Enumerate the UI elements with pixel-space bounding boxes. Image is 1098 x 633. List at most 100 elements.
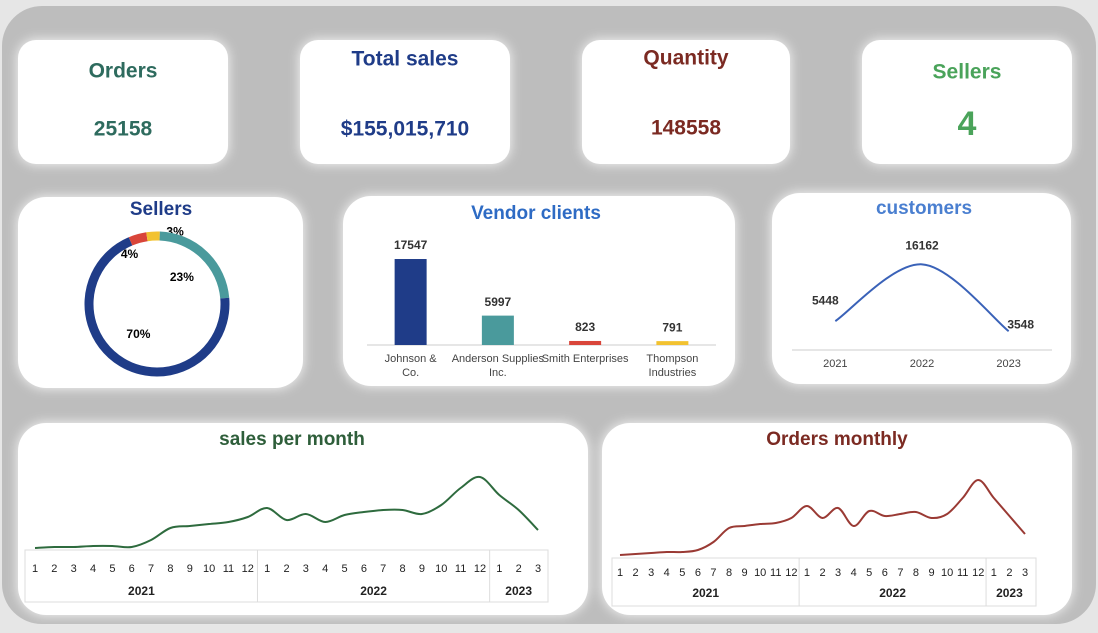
x-tick-label: 9 <box>419 563 425 575</box>
x-tick-label: 6 <box>129 563 135 575</box>
chart-title: sales per month <box>219 429 365 450</box>
chart-title: Vendor clients <box>471 203 601 224</box>
data-label: 5448 <box>812 293 839 307</box>
x-tick-label: 1 <box>496 563 502 575</box>
x-tick-label: 10 <box>203 563 215 575</box>
x-tick-label: 4 <box>322 563 328 575</box>
kpi-value: 148558 <box>651 117 721 140</box>
x-tick-label: Anderson Supplies Inc. <box>452 353 545 379</box>
x-group-label: 2023 <box>996 586 1023 600</box>
x-tick-label: 3 <box>303 563 309 575</box>
donut-slice <box>146 231 160 242</box>
x-tick-label: 3 <box>648 567 654 579</box>
x-tick-label: 11 <box>957 567 968 579</box>
chart-card <box>18 197 303 388</box>
x-group-label: 2022 <box>360 584 387 598</box>
x-tick-label: 6 <box>695 567 701 579</box>
x-tick-label: Thompson Industries <box>646 353 698 379</box>
x-group-label: 2023 <box>505 584 532 598</box>
x-tick-label: 11 <box>770 567 781 579</box>
x-tick-label: 1 <box>617 567 623 579</box>
bar <box>569 340 602 345</box>
x-tick-label: 5 <box>109 563 115 575</box>
x-tick-label: 1 <box>804 567 810 579</box>
kpi-card <box>862 40 1072 164</box>
x-tick-label: 1 <box>991 567 997 579</box>
chart-card <box>18 423 588 615</box>
x-tick-label: 3 <box>1022 567 1028 579</box>
data-label: 5997 <box>485 295 512 309</box>
x-tick-label: 7 <box>710 567 716 579</box>
data-label: 4% <box>121 247 139 261</box>
x-tick-label: 11 <box>223 563 234 575</box>
x-tick-label: 2022 <box>910 358 934 370</box>
x-tick-label: 7 <box>148 563 154 575</box>
x-tick-label: 12 <box>242 563 254 575</box>
kpi-label: Total sales <box>352 48 459 71</box>
x-tick-label: 8 <box>913 567 919 579</box>
line <box>834 263 1010 332</box>
data-label: 791 <box>662 320 682 334</box>
chart-card <box>772 193 1071 384</box>
x-tick-label: 10 <box>941 567 953 579</box>
chart-title: customers <box>876 198 972 219</box>
x-group-label: 2021 <box>128 584 155 598</box>
data-label: 823 <box>575 320 595 334</box>
bar <box>656 341 689 345</box>
x-tick-label: 2 <box>51 563 57 575</box>
x-tick-label: 2 <box>283 563 289 575</box>
chart-title: Orders monthly <box>766 429 908 450</box>
kpi-value: 25158 <box>94 118 153 141</box>
line <box>619 478 1026 556</box>
cards <box>18 40 1072 615</box>
kpi-card <box>582 40 790 164</box>
kpi-label: Orders <box>89 60 158 83</box>
data-label: 70% <box>126 327 150 341</box>
x-tick-label: 3 <box>71 563 77 575</box>
data-label: 3548 <box>1007 317 1034 331</box>
axis-box <box>611 557 1037 607</box>
x-group-label: 2022 <box>879 586 906 600</box>
x-tick-label: 5 <box>679 567 685 579</box>
x-tick-label: 10 <box>754 567 766 579</box>
kpi-value: $155,015,710 <box>341 118 469 141</box>
x-tick-label: 7 <box>380 563 386 575</box>
x-tick-label: 5 <box>341 563 347 575</box>
x-tick-label: 10 <box>435 563 447 575</box>
x-tick-label: Smith Enterprises <box>542 353 629 365</box>
bar <box>394 259 427 345</box>
kpi-value: 4 <box>958 105 977 143</box>
x-tick-label: 3 <box>535 563 541 575</box>
x-tick-label: 1 <box>264 563 270 575</box>
x-tick-label: 2 <box>819 567 825 579</box>
donut-slice <box>128 232 148 246</box>
axis-box <box>24 549 549 603</box>
x-tick-label: 2023 <box>996 358 1020 370</box>
bar <box>481 315 514 345</box>
x-tick-label: 6 <box>882 567 888 579</box>
x-tick-label: 1 <box>32 563 38 575</box>
x-tick-label: 12 <box>474 563 486 575</box>
kpi-label: Sellers <box>933 61 1002 84</box>
x-tick-label: 9 <box>742 567 748 579</box>
x-tick-label: 8 <box>167 563 173 575</box>
x-tick-label: 3 <box>835 567 841 579</box>
x-tick-label: 2 <box>1006 567 1012 579</box>
chart-card <box>343 196 735 386</box>
kpi-label: Quantity <box>643 47 728 70</box>
x-group-label: 2021 <box>692 586 719 600</box>
chart-card <box>602 423 1072 615</box>
line <box>34 475 539 549</box>
x-tick-label: 6 <box>361 563 367 575</box>
x-tick-label: 2021 <box>823 358 847 370</box>
x-tick-label: 9 <box>187 563 193 575</box>
kpi-card <box>18 40 228 164</box>
donut-slice <box>159 231 230 299</box>
x-tick-label: 8 <box>726 567 732 579</box>
x-tick-label: 11 <box>455 563 466 575</box>
donut-slice <box>84 237 230 377</box>
x-tick-label: 8 <box>400 563 406 575</box>
x-tick-label: 4 <box>90 563 96 575</box>
data-label: 17547 <box>394 238 428 252</box>
